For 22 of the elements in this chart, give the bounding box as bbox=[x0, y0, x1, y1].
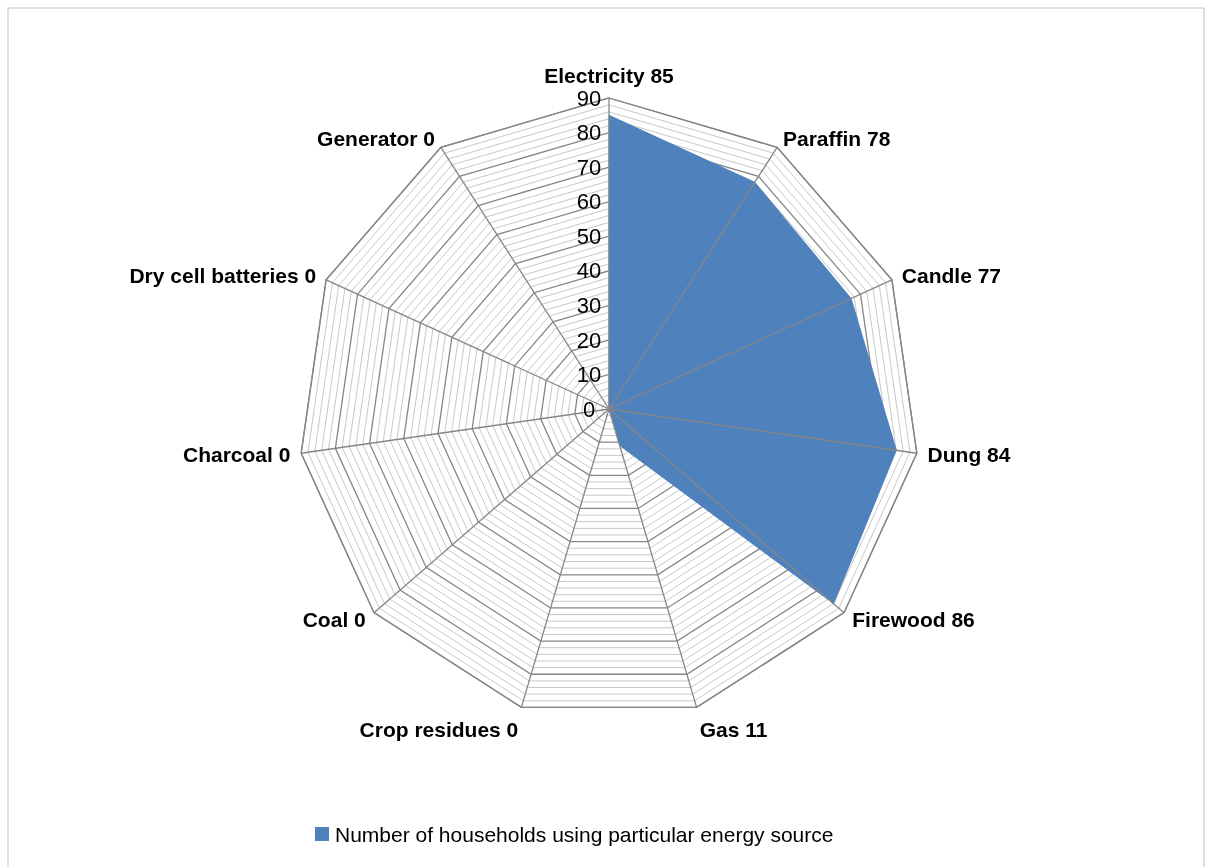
spoke-label: Paraffin 78 bbox=[783, 126, 891, 150]
spoke-label: Charcoal 0 bbox=[183, 443, 291, 467]
y-tick-label: 60 bbox=[576, 189, 602, 215]
spoke-label: Candle 77 bbox=[901, 263, 1002, 287]
y-tick-label: 0 bbox=[582, 396, 596, 422]
spoke-label: Dung 84 bbox=[927, 443, 1011, 467]
y-tick-label: 50 bbox=[576, 223, 602, 249]
y-tick-label: 20 bbox=[576, 327, 602, 353]
spoke-label: Firewood 86 bbox=[852, 608, 975, 632]
spoke-label: Dry cell batteries 0 bbox=[129, 263, 317, 287]
y-tick-label: 10 bbox=[576, 362, 602, 388]
legend-label: Number of households using particular energy source bbox=[335, 823, 834, 847]
spoke-label: Gas 11 bbox=[699, 717, 768, 741]
spoke-label: Generator 0 bbox=[317, 126, 435, 150]
spoke-label: Electricity 85 bbox=[544, 63, 675, 87]
y-tick-label: 90 bbox=[576, 85, 602, 111]
y-tick-label: 80 bbox=[576, 120, 602, 146]
y-tick-label: 40 bbox=[576, 258, 602, 284]
y-tick-label: 70 bbox=[576, 154, 602, 180]
y-tick-label: 30 bbox=[576, 293, 602, 319]
spoke-label: Coal 0 bbox=[302, 608, 366, 632]
spoke-label: Crop residues 0 bbox=[359, 717, 519, 741]
